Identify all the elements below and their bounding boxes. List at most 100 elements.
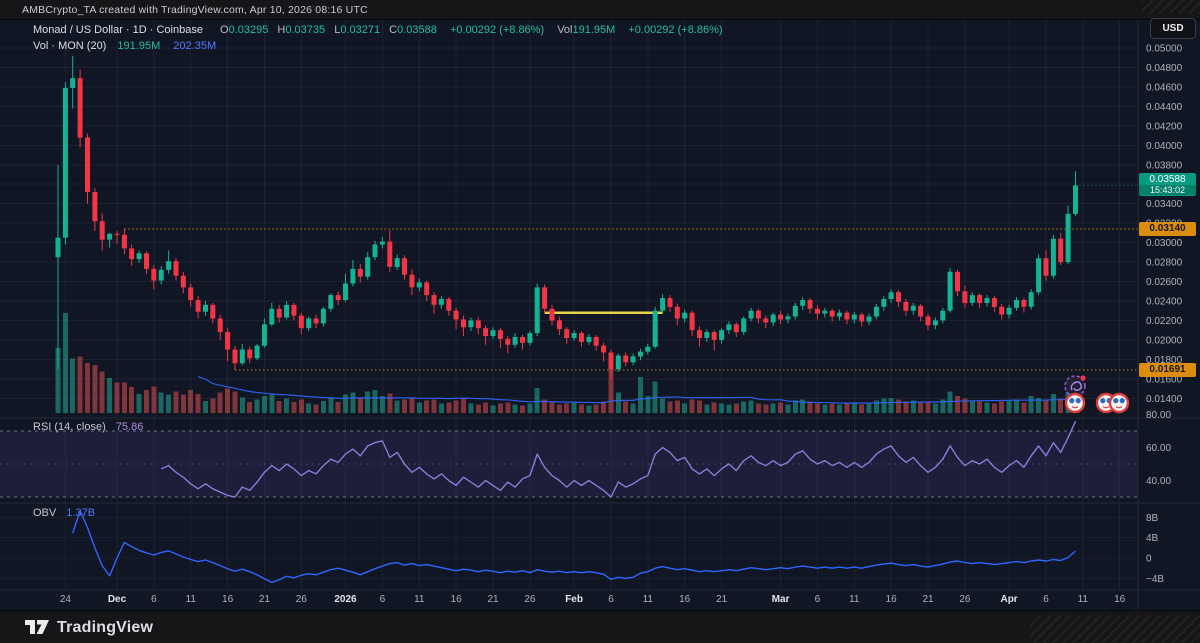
symbol-title: Monad / US Dollar · 1D · Coinbase	[33, 24, 203, 36]
svg-text:16: 16	[1114, 594, 1126, 605]
svg-text:0.02800: 0.02800	[1146, 258, 1183, 269]
svg-text:21: 21	[922, 594, 934, 605]
svg-text:0.01600: 0.01600	[1146, 374, 1183, 385]
svg-text:−4B: −4B	[1146, 574, 1164, 585]
last-price-value: 0.03588	[1149, 174, 1186, 185]
svg-text:11: 11	[643, 594, 654, 605]
rsi-band-lines	[0, 430, 1138, 498]
svg-text:11: 11	[849, 594, 860, 605]
corner-hatch-top-right	[1142, 0, 1200, 14]
obv-line	[72, 510, 1076, 584]
svg-text:0.04600: 0.04600	[1146, 82, 1183, 93]
volume-ma-line	[197, 376, 1076, 404]
svg-text:6: 6	[1043, 594, 1049, 605]
obv-value: 1.37B	[66, 507, 96, 519]
svg-text:Dec: Dec	[108, 594, 127, 605]
svg-text:0.03400: 0.03400	[1146, 199, 1183, 210]
svg-text:21: 21	[716, 594, 728, 605]
svg-text:0.02000: 0.02000	[1146, 335, 1183, 346]
volume-indicator-label: Vol · MON (20)	[33, 40, 107, 52]
emoji-sticker-face-single[interactable]	[1064, 392, 1086, 414]
tradingview-logo-icon	[25, 620, 49, 634]
svg-text:0.04400: 0.04400	[1146, 102, 1183, 113]
currency-selector-button[interactable]: USD	[1150, 18, 1196, 39]
volume-label: Vol	[557, 24, 573, 36]
svg-text:16: 16	[451, 594, 463, 605]
svg-text:60.00: 60.00	[1146, 443, 1171, 454]
main-legend: Monad / US Dollar · 1D · Coinbase O0.032…	[33, 22, 723, 54]
svg-text:6: 6	[815, 594, 821, 605]
obv-legend: OBV 1.37B	[33, 507, 95, 519]
close-label: C	[389, 24, 398, 36]
time-axis-labels[interactable]: 24 Dec 6 11 16 21 26 2026 6 11 16 21 26 Feb 6 11 16 21 Mar…	[60, 594, 1126, 605]
volume-current: 191.95M	[117, 40, 161, 52]
tradingview-logo-text: TradingView	[57, 618, 154, 636]
ray-price-badge-lower: 0.01691	[1139, 363, 1196, 377]
svg-text:0.02600: 0.02600	[1146, 277, 1183, 288]
vertical-grid	[64, 20, 1121, 590]
volume-value: 191.95M	[572, 24, 616, 36]
svg-text:16: 16	[886, 594, 898, 605]
attribution-bar: AMBCrypto_TA created with TradingView.co…	[0, 0, 1200, 20]
svg-text:0.01800: 0.01800	[1146, 355, 1183, 366]
high-label: H	[277, 24, 286, 36]
svg-text:16: 16	[679, 594, 691, 605]
close-value: 0.03588	[397, 24, 437, 36]
candles-layer	[55, 55, 1078, 379]
svg-text:11: 11	[1078, 594, 1089, 605]
emoji-sticker-dizzy[interactable]	[1064, 375, 1086, 397]
volume-ma-value: 202.35M	[173, 40, 217, 52]
open-label: O	[220, 24, 229, 36]
ray-price-badge-upper: 0.03140	[1139, 222, 1196, 236]
pane-separators	[0, 20, 1200, 610]
svg-text:0: 0	[1146, 554, 1152, 565]
bar-countdown: 15:43:02	[1139, 185, 1196, 195]
rsi-line	[160, 421, 1077, 498]
ohlc-legend-row: Monad / US Dollar · 1D · Coinbase O0.032…	[33, 22, 723, 38]
svg-text:26: 26	[524, 594, 536, 605]
rsi-value: 75.86	[115, 421, 144, 433]
volume-bars	[55, 312, 1078, 414]
svg-text:0.02400: 0.02400	[1146, 297, 1183, 308]
svg-text:Feb: Feb	[565, 594, 583, 605]
rsi-band	[0, 431, 1138, 497]
attribution-text: AMBCrypto_TA created with TradingView.co…	[22, 4, 368, 16]
svg-text:2026: 2026	[334, 594, 357, 605]
svg-text:Mar: Mar	[772, 594, 790, 605]
svg-text:21: 21	[259, 594, 271, 605]
svg-text:24: 24	[60, 594, 72, 605]
brand-bar: TradingView	[0, 610, 1200, 643]
svg-text:11: 11	[414, 594, 425, 605]
svg-text:26: 26	[959, 594, 971, 605]
svg-text:16: 16	[222, 594, 234, 605]
tradingview-logo[interactable]: TradingView	[25, 617, 153, 638]
svg-text:0.04200: 0.04200	[1146, 121, 1183, 132]
svg-text:8B: 8B	[1146, 513, 1159, 524]
svg-text:0.01400: 0.01400	[1146, 394, 1183, 405]
svg-text:40.00: 40.00	[1146, 476, 1171, 487]
svg-text:26: 26	[296, 594, 308, 605]
corner-hatch-bottom-right	[1030, 615, 1200, 643]
volume-change: +0.00292 (+8.86%)	[628, 24, 723, 36]
svg-text:0.03800: 0.03800	[1146, 160, 1183, 171]
svg-text:6: 6	[608, 594, 614, 605]
high-value: 0.03735	[285, 24, 326, 36]
obv-grid	[0, 516, 1138, 579]
obv-label: OBV	[33, 507, 57, 519]
svg-text:0.03000: 0.03000	[1146, 238, 1183, 249]
svg-text:0.02200: 0.02200	[1146, 316, 1183, 327]
volume-indicator-row: Vol · MON (20) 191.95M 202.35M	[33, 38, 723, 54]
rsi-legend: RSI (14, close) 75.86	[33, 421, 143, 433]
svg-text:0.04000: 0.04000	[1146, 141, 1183, 152]
svg-text:6: 6	[151, 594, 157, 605]
svg-text:80.00: 80.00	[1146, 410, 1171, 421]
last-price-badge: 0.03588 15:43:02	[1139, 173, 1196, 196]
emoji-sticker-face-pair[interactable]	[1095, 392, 1130, 414]
svg-text:6: 6	[380, 594, 386, 605]
chart-background	[0, 20, 1200, 610]
open-value: 0.03295	[228, 24, 269, 36]
svg-text:21: 21	[487, 594, 499, 605]
svg-text:11: 11	[186, 594, 197, 605]
